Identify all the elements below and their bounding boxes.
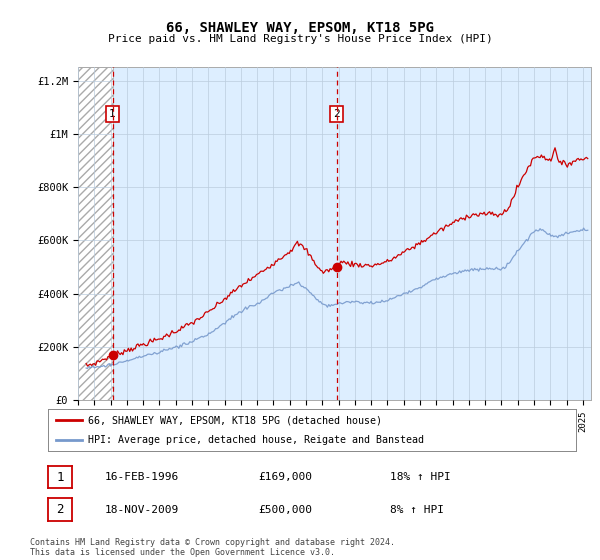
Text: 1: 1 bbox=[56, 470, 64, 484]
Text: 2: 2 bbox=[56, 503, 64, 516]
Text: 66, SHAWLEY WAY, EPSOM, KT18 5PG: 66, SHAWLEY WAY, EPSOM, KT18 5PG bbox=[166, 21, 434, 35]
Text: 16-FEB-1996: 16-FEB-1996 bbox=[105, 472, 179, 482]
Text: Contains HM Land Registry data © Crown copyright and database right 2024.
This d: Contains HM Land Registry data © Crown c… bbox=[30, 538, 395, 557]
Text: 2: 2 bbox=[333, 109, 340, 119]
Text: 1: 1 bbox=[109, 109, 116, 119]
Text: £169,000: £169,000 bbox=[258, 472, 312, 482]
Text: 8% ↑ HPI: 8% ↑ HPI bbox=[390, 505, 444, 515]
Bar bbox=[78, 67, 113, 400]
Text: HPI: Average price, detached house, Reigate and Banstead: HPI: Average price, detached house, Reig… bbox=[88, 435, 424, 445]
Text: 18-NOV-2009: 18-NOV-2009 bbox=[105, 505, 179, 515]
Text: Price paid vs. HM Land Registry's House Price Index (HPI): Price paid vs. HM Land Registry's House … bbox=[107, 34, 493, 44]
Text: 66, SHAWLEY WAY, EPSOM, KT18 5PG (detached house): 66, SHAWLEY WAY, EPSOM, KT18 5PG (detach… bbox=[88, 415, 382, 425]
Text: £500,000: £500,000 bbox=[258, 505, 312, 515]
Text: 18% ↑ HPI: 18% ↑ HPI bbox=[390, 472, 451, 482]
